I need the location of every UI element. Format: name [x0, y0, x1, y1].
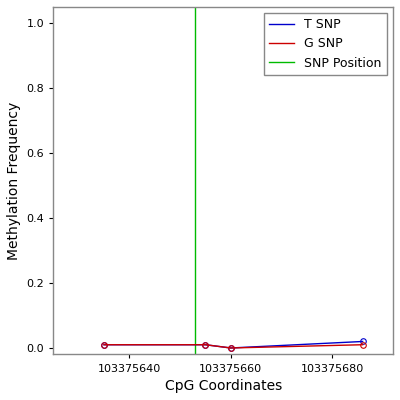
Y-axis label: Methylation Frequency: Methylation Frequency: [7, 102, 21, 260]
Legend: T SNP, G SNP, SNP Position: T SNP, G SNP, SNP Position: [264, 13, 387, 75]
X-axis label: CpG Coordinates: CpG Coordinates: [164, 379, 282, 393]
